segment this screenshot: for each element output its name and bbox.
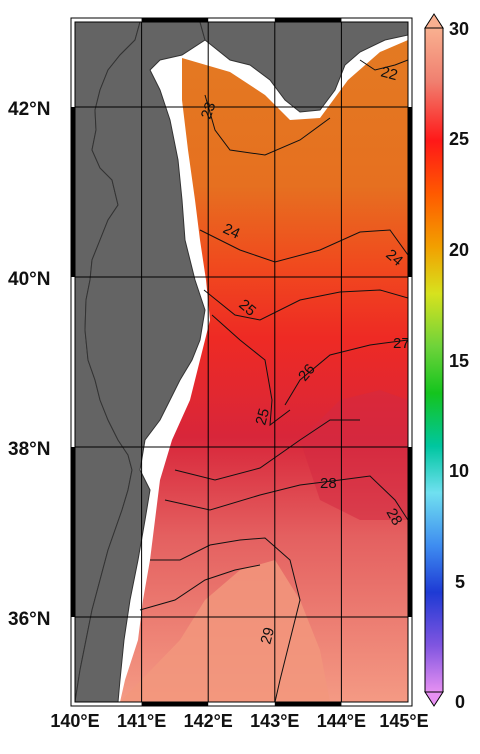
contour-label-25-south: 25 (252, 407, 273, 428)
lon-label-142e: 142°E (184, 711, 233, 731)
graticule (75, 22, 408, 702)
contour-label-23: 23 (198, 100, 220, 121)
colorbar-tick-30: 30 (449, 19, 469, 39)
lat-label-38n: 38°N (8, 439, 50, 460)
colorbar-tick-0: 0 (455, 692, 465, 712)
warm-pool-patch (120, 560, 330, 702)
colorbar: 30 25 20 15 10 5 0 (424, 13, 469, 712)
contour-label-28-center: 28 (320, 475, 337, 492)
land-mass-honshu-east (75, 22, 206, 702)
colorbar-tick-25: 25 (449, 129, 469, 149)
lon-label-141e: 141°E (117, 711, 166, 731)
colorbar-top-arrow (424, 13, 444, 29)
contour-label-28-east: 28 (383, 506, 406, 529)
lon-label-144e: 144°E (317, 711, 366, 731)
lat-label-40n: 40°N (8, 269, 50, 290)
colorbar-gradient (424, 27, 444, 693)
map-area: 22 23 24 24 25 25 26 27 28 28 29 Ocean D… (75, 22, 410, 702)
colorbar-tick-10: 10 (449, 461, 469, 481)
colorbar-tick-5: 5 (455, 572, 465, 592)
contour-label-29: 29 (257, 626, 278, 647)
lon-label-140e: 140°E (50, 711, 99, 731)
contour-label-27: 27 (393, 335, 410, 352)
lon-label-143e: 143°E (250, 711, 299, 731)
colorbar-tick-20: 20 (449, 240, 469, 260)
lat-label-36n: 36°N (8, 609, 50, 630)
longitude-labels: 140°E 141°E 142°E 143°E 144°E 145°E (50, 711, 428, 731)
colorbar-tick-15: 15 (449, 351, 469, 371)
latitude-labels: 42°N 40°N 38°N 36°N (8, 99, 50, 630)
sea-temperature-field (120, 40, 408, 702)
contour-label-24-west: 24 (220, 220, 242, 242)
lat-label-42n: 42°N (8, 99, 50, 120)
colorbar-tick-labels: 30 25 20 15 10 5 0 (449, 19, 469, 712)
map-frame (70, 17, 413, 707)
contour-label-22: 22 (379, 63, 400, 84)
lon-label-145e: 145°E (379, 711, 428, 731)
colorbar-bottom-arrow (424, 691, 444, 707)
land-mass-hokkaido (199, 22, 408, 113)
